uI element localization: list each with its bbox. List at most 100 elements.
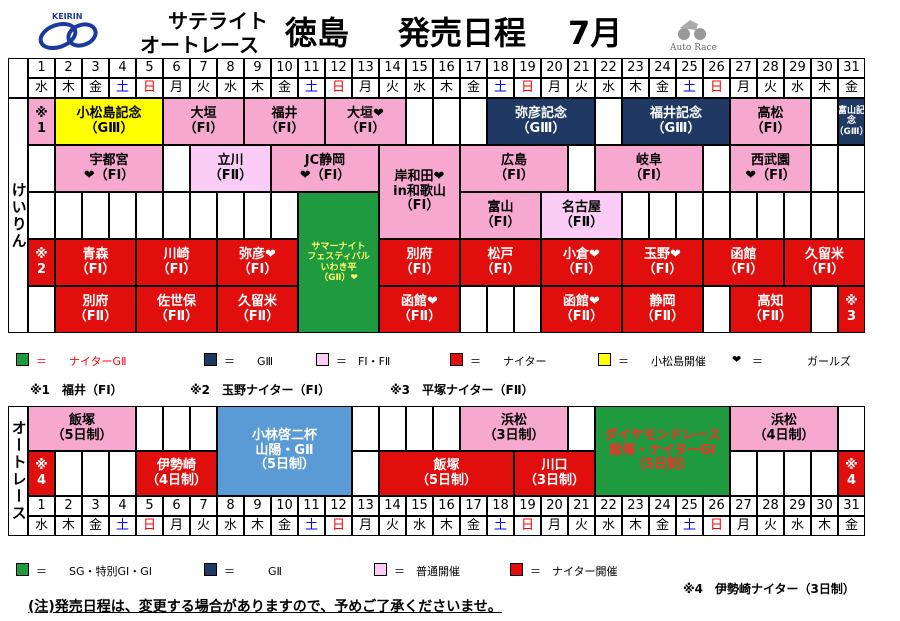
event-text: ❤（FⅠ） [299,167,351,183]
empty-cell [217,192,244,239]
event-text: 2 [36,261,47,277]
weekday-8: 水 [217,516,244,536]
weekday-31: 金 [838,516,865,536]
weekday-13: 月 [352,78,379,98]
day-number-27: 27 [730,496,757,516]
legend-label: ＝ ナイター開催 [530,565,618,578]
event-text: 宇都宮 [89,152,129,168]
legend-label: ＝ ナイターGⅡ [36,355,127,368]
event-text: ❤（FⅠ） [83,167,135,183]
weekday-10: 金 [271,78,298,98]
keirin-label: けいりん [8,98,28,333]
weekday-14: 火 [379,516,406,536]
empty-cell [379,406,406,451]
event-text: 函館❤ [563,293,600,309]
day-number-14: 14 [379,496,406,516]
weekday-16: 木 [433,78,460,98]
day-number-24: 24 [649,496,676,516]
event-text: 函館❤ [401,293,438,309]
event-text: 4 [846,472,857,488]
weekday-6: 月 [163,78,190,98]
day-number-29: 29 [784,496,811,516]
day-number-24: 24 [649,58,676,78]
day-number-9: 9 [244,58,271,78]
event-text: （5日制） [415,472,478,488]
weekday-10: 金 [271,516,298,536]
day-number-19: 19 [514,496,541,516]
schedule-event: 伊勢崎 （4日制） [136,451,217,496]
corner-cell [8,58,28,98]
event-text: 浜松 [770,412,797,428]
weekday-12: 日 [325,78,352,98]
day-number-30: 30 [811,58,838,78]
schedule-event: 函館❤ （FⅡ） [379,286,460,333]
schedule-event: ※ 4 [838,451,865,496]
weekday-2: 木 [55,78,82,98]
schedule-event: 佐世保 （FⅡ） [136,286,217,333]
weekday-6: 月 [163,516,190,536]
empty-cell [163,145,190,192]
empty-cell [784,451,811,496]
event-text: （GⅡ）❤ [319,272,358,283]
empty-cell [433,98,460,145]
event-text: （GⅢ） [516,120,566,136]
day-number-3: 3 [82,496,109,516]
empty-cell [757,451,784,496]
event-text: （FⅠ） [237,261,278,277]
event-text: 岸和田❤ [394,168,445,184]
event-text: 川口 [541,457,568,473]
day-number-31: 31 [838,58,865,78]
keirin-note: ※3 平塚ナイター（FⅡ） [390,383,534,397]
keirin-schedule-table: 1 水 2 木 3 金 4 土 5 日 6 月 7 火 8 水 9 木 10 金 11 土 12 日 13 月 14 火 15 水 16 木 1… [8,58,888,333]
day-number-26: 26 [703,496,730,516]
day-number-10: 10 [271,58,298,78]
event-text: 青森 [82,246,109,262]
autorace-logo: Auto Race [668,16,738,54]
weekday-22: 水 [595,78,622,98]
empty-cell [55,192,82,239]
weekday-11: 土 [298,516,325,536]
legend-label: ＝ ガールズ [752,355,851,368]
event-text: （FⅡ） [208,167,253,183]
schedule-event: 高松 （FⅠ） [730,98,811,145]
event-text: 西武園 [750,152,790,168]
empty-cell [811,98,838,145]
schedule-event: 函館 （FⅠ） [703,239,784,286]
event-text: 飯塚 [433,457,460,473]
day-number-2: 2 [55,496,82,516]
schedule-event: 大垣❤ （FⅠ） [325,98,406,145]
event-text: （FⅠ） [561,261,602,277]
event-text: 高松 [757,105,784,121]
event-text: 弥彦記念 [514,105,567,121]
event-text: 久留米 [804,246,844,262]
weekday-4: 土 [109,78,136,98]
event-text: （FⅠ） [156,261,197,277]
empty-cell [352,451,379,496]
event-text: ※ [35,105,48,121]
schedule-event: サマーナイト フェスティバル いわき平 （GⅡ）❤ [298,192,379,333]
svg-text:KEIRIN: KEIRIN [52,12,82,21]
day-number-25: 25 [676,496,703,516]
event-text: JC静岡 [304,152,346,168]
event-text: （5日制） [51,427,113,443]
header-schedule: 発売日程 [398,14,527,52]
event-text: 玉野❤ [644,246,681,262]
schedule-event: 高知 （FⅡ） [730,286,811,333]
event-text: 佐世保 [156,293,196,309]
empty-cell [595,98,622,145]
legend-label: ＝ GⅢ [224,355,274,368]
weekday-24: 金 [649,78,676,98]
event-text: 高知 [757,293,784,309]
day-number-4: 4 [109,58,136,78]
event-text: （GⅢ） [839,126,864,137]
weekday-30: 木 [811,78,838,98]
day-number-15: 15 [406,496,433,516]
event-text: （FⅡ） [235,308,280,324]
keirin-note: ※2 玉野ナイター（FⅠ） [190,383,331,397]
schedule-event: 青森 （FⅠ） [55,239,136,286]
empty-cell [406,406,433,451]
autorace-note4: ※4 伊勢崎ナイター（3日制） [683,582,855,596]
weekday-22: 水 [595,516,622,536]
legend-swatch [16,353,29,366]
day-number-13: 13 [352,58,379,78]
